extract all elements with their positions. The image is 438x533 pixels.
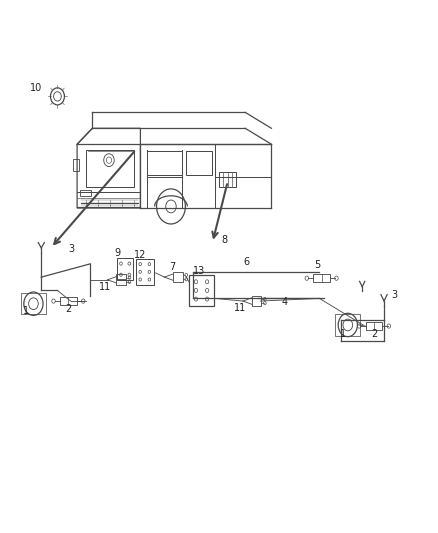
Bar (219, 172, 236, 187)
Text: 7: 7 (169, 262, 175, 272)
Bar (252, 296, 261, 306)
Bar (173, 272, 183, 282)
Text: 1: 1 (22, 306, 28, 317)
Bar (336, 314, 360, 335)
Bar (189, 275, 214, 306)
Bar (136, 259, 154, 285)
Bar (60, 297, 77, 305)
Text: 3: 3 (68, 244, 74, 254)
Text: 10: 10 (30, 83, 42, 93)
Bar (186, 151, 212, 175)
Text: 3: 3 (392, 290, 398, 301)
Bar (366, 322, 382, 330)
Bar (117, 258, 134, 280)
Bar (73, 159, 79, 171)
Text: 11: 11 (234, 303, 247, 313)
Text: 4: 4 (282, 297, 288, 307)
Text: 12: 12 (134, 250, 147, 260)
Text: 2: 2 (371, 329, 378, 338)
Bar (313, 274, 330, 282)
Bar (80, 190, 91, 196)
Text: 9: 9 (115, 248, 121, 258)
Text: 1: 1 (340, 329, 346, 338)
Bar (21, 293, 46, 314)
Text: 6: 6 (243, 257, 249, 268)
Bar (117, 274, 126, 285)
Text: 13: 13 (193, 266, 205, 277)
Text: 8: 8 (221, 235, 227, 245)
Text: 5: 5 (314, 260, 320, 270)
Text: 2: 2 (65, 304, 71, 314)
Bar (147, 151, 182, 175)
Text: 11: 11 (99, 282, 111, 292)
